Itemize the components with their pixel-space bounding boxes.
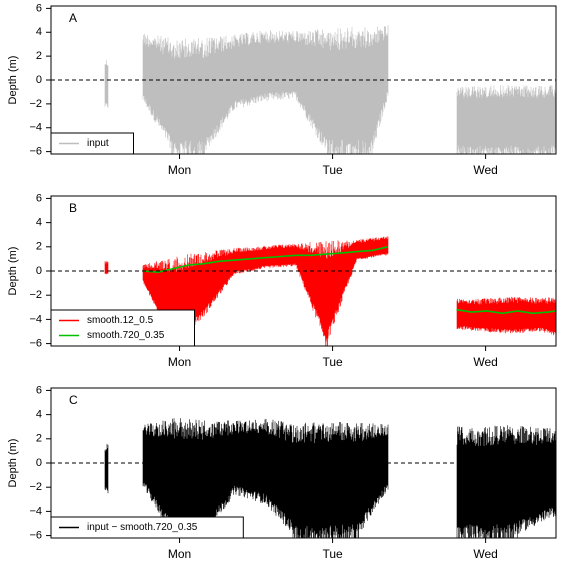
trace-segment bbox=[142, 418, 389, 538]
legend-box bbox=[50, 309, 195, 347]
plot-area bbox=[104, 236, 556, 346]
trace-segment bbox=[104, 443, 109, 494]
plot-area bbox=[104, 25, 556, 154]
y-tick-label: 0 bbox=[36, 457, 42, 469]
y-tick-label: 4 bbox=[36, 26, 42, 38]
y-tick-label: 0 bbox=[36, 74, 42, 86]
x-tick-label: Mon bbox=[168, 547, 191, 561]
smooth-line bbox=[142, 246, 388, 274]
y-tick-label: 2 bbox=[36, 50, 42, 62]
y-tick-label: −4 bbox=[29, 122, 42, 134]
x-tick-label: Wed bbox=[473, 355, 497, 369]
y-tick-label: −6 bbox=[29, 529, 42, 541]
panel-label: B bbox=[69, 201, 77, 215]
x-tick-label: Tue bbox=[322, 355, 343, 369]
y-tick-label: 4 bbox=[36, 409, 42, 421]
smooth-line bbox=[456, 308, 556, 315]
legend-entry: smooth.720_0.35 bbox=[87, 330, 165, 341]
x-tick-label: Wed bbox=[473, 163, 497, 177]
y-tick-label: 0 bbox=[36, 265, 42, 277]
x-tick-label: Tue bbox=[322, 163, 343, 177]
y-tick-label: −4 bbox=[29, 313, 42, 325]
series-input bbox=[104, 25, 556, 154]
legend-box bbox=[50, 132, 134, 155]
y-tick-label: 6 bbox=[36, 192, 42, 204]
x-tick-label: Mon bbox=[168, 163, 191, 177]
trace-segment bbox=[456, 425, 556, 538]
panel-label: C bbox=[69, 393, 78, 407]
trace-segment bbox=[142, 25, 389, 154]
y-tick-label: 6 bbox=[36, 384, 42, 396]
y-tick-label: 2 bbox=[36, 433, 42, 445]
y-tick-label: −6 bbox=[29, 337, 42, 349]
y-tick-label: −4 bbox=[29, 505, 42, 517]
trace-segment bbox=[104, 261, 109, 275]
series-input − smooth.720_0.35 bbox=[104, 418, 556, 538]
y-tick-label: −2 bbox=[29, 289, 42, 301]
panel-label: A bbox=[69, 11, 77, 25]
x-tick-label: Tue bbox=[322, 547, 343, 561]
y-tick-label: 2 bbox=[36, 241, 42, 253]
y-axis-label: Depth (m) bbox=[7, 439, 19, 488]
series-smooth.720_0.35 bbox=[142, 246, 556, 315]
legend-entry: input bbox=[87, 138, 109, 149]
trace-segment bbox=[456, 296, 556, 336]
x-tick-label: Mon bbox=[168, 355, 191, 369]
y-axis-label: Depth (m) bbox=[7, 247, 19, 296]
legend-box bbox=[50, 516, 244, 539]
legend: input − smooth.720_0.35 bbox=[50, 516, 244, 539]
trace-segment bbox=[104, 60, 109, 108]
trace-segment bbox=[456, 85, 556, 154]
plot-area bbox=[104, 418, 556, 538]
legend: input bbox=[50, 132, 134, 155]
legend: smooth.12_0.5 smooth.720_0.35 bbox=[50, 309, 195, 347]
x-tick-label: Wed bbox=[473, 547, 497, 561]
y-tick-label: 4 bbox=[36, 217, 42, 229]
panel-B: −6 −4 −2 0 2 4 6 Mon Tue Wed Depth (m) Bsmooth.12_0… bbox=[7, 192, 557, 369]
y-tick-label: −2 bbox=[29, 481, 42, 493]
legend-entry: input − smooth.720_0.35 bbox=[87, 522, 198, 533]
y-tick-label: −2 bbox=[29, 98, 42, 110]
y-tick-label: 6 bbox=[36, 2, 42, 14]
y-axis-label: Depth (m) bbox=[7, 56, 19, 105]
legend-entry: smooth.12_0.5 bbox=[87, 315, 154, 326]
y-tick-label: −6 bbox=[29, 146, 42, 158]
